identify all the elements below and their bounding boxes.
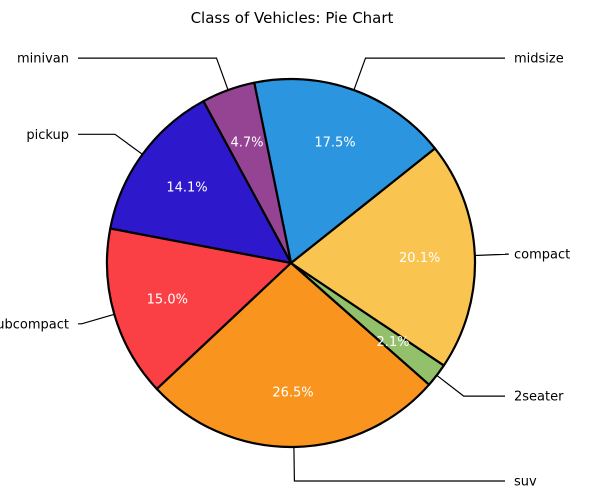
category-label-subcompact: subcompact [0, 317, 69, 332]
category-label-2seater: 2seater [514, 390, 564, 405]
leader-line-minivan [78, 57, 229, 91]
leader-line-midsize [353, 57, 505, 91]
chart-title: Class of Vehicles: Pie Chart [191, 9, 394, 27]
leader-line-compact [474, 253, 509, 257]
slice-percent-2seater: 2.1% [376, 335, 409, 350]
category-label-minivan: minivan [17, 52, 69, 67]
pie-slice-suv [155, 261, 431, 449]
leader-line-subcompact [78, 313, 115, 325]
category-label-compact: compact [514, 248, 570, 263]
category-label-midsize: midsize [514, 52, 564, 67]
leader-line-2seater [436, 374, 505, 397]
category-label-pickup: pickup [26, 128, 69, 143]
slice-percent-midsize: 17.5% [314, 136, 355, 151]
slice-percent-subcompact: 15.0% [147, 292, 188, 307]
slice-percent-suv: 26.5% [272, 385, 313, 400]
leader-line-pickup [78, 133, 143, 155]
slice-percent-minivan: 4.7% [230, 136, 263, 151]
pie-slice-compact [289, 147, 477, 367]
leader-line-suv [293, 446, 505, 482]
slice-percent-compact: 20.1% [399, 251, 440, 266]
slice-percent-pickup: 14.1% [166, 181, 207, 196]
pie-slice-pickup [109, 100, 293, 265]
category-label-suv: suv [514, 475, 537, 490]
